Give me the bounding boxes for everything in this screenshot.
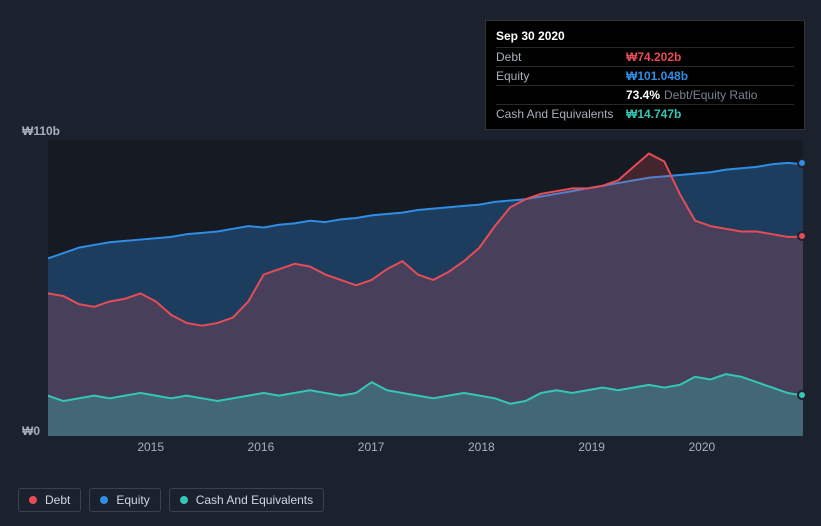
tooltip-row-value: ₩101.048b xyxy=(626,69,688,83)
tooltip-row-value: ₩74.202b xyxy=(626,50,681,64)
y-axis-label: ₩110b xyxy=(22,124,60,138)
x-axis-tick: 2016 xyxy=(248,440,275,454)
legend-dot-icon xyxy=(180,496,188,504)
tooltip-date: Sep 30 2020 xyxy=(496,27,794,48)
series-end-dot-icon xyxy=(797,158,807,168)
series-end-dot-icon xyxy=(797,231,807,241)
tooltip-row-value: 73.4%Debt/Equity Ratio xyxy=(626,88,757,102)
legend-item[interactable]: Equity xyxy=(89,488,160,512)
x-axis-tick: 2017 xyxy=(358,440,385,454)
x-axis-tick: 2020 xyxy=(688,440,715,454)
tooltip-row-label: Cash And Equivalents xyxy=(496,107,626,121)
tooltip-row: Debt₩74.202b xyxy=(496,48,794,67)
tooltip-row-suffix: Debt/Equity Ratio xyxy=(664,88,757,102)
tooltip-row-label: Debt xyxy=(496,50,626,64)
legend-item-label: Debt xyxy=(45,493,70,507)
tooltip-row: 73.4%Debt/Equity Ratio xyxy=(496,86,794,105)
tooltip-row-value: ₩14.747b xyxy=(626,107,681,121)
tooltip-row: Equity₩101.048b xyxy=(496,67,794,86)
tooltip-row: Cash And Equivalents₩14.747b xyxy=(496,105,794,123)
legend-item[interactable]: Cash And Equivalents xyxy=(169,488,324,512)
area-chart-svg xyxy=(48,140,803,436)
legend-item-label: Equity xyxy=(116,493,149,507)
series-end-dot-icon xyxy=(797,390,807,400)
chart-plot-area[interactable] xyxy=(48,140,803,436)
x-axis-tick: 2018 xyxy=(468,440,495,454)
tooltip-row-label: Equity xyxy=(496,69,626,83)
legend-dot-icon xyxy=(100,496,108,504)
x-axis: 2015 2016 2017 2018 2019 2020 xyxy=(48,440,803,460)
x-axis-tick: 2019 xyxy=(578,440,605,454)
x-axis-tick: 2015 xyxy=(137,440,164,454)
chart-legend: Debt Equity Cash And Equivalents xyxy=(18,488,324,512)
tooltip-row-label xyxy=(496,88,626,102)
legend-item-label: Cash And Equivalents xyxy=(196,493,313,507)
chart-tooltip: Sep 30 2020 Debt₩74.202bEquity₩101.048b7… xyxy=(485,20,805,130)
chart-container xyxy=(18,140,803,436)
legend-dot-icon xyxy=(29,496,37,504)
legend-item[interactable]: Debt xyxy=(18,488,81,512)
